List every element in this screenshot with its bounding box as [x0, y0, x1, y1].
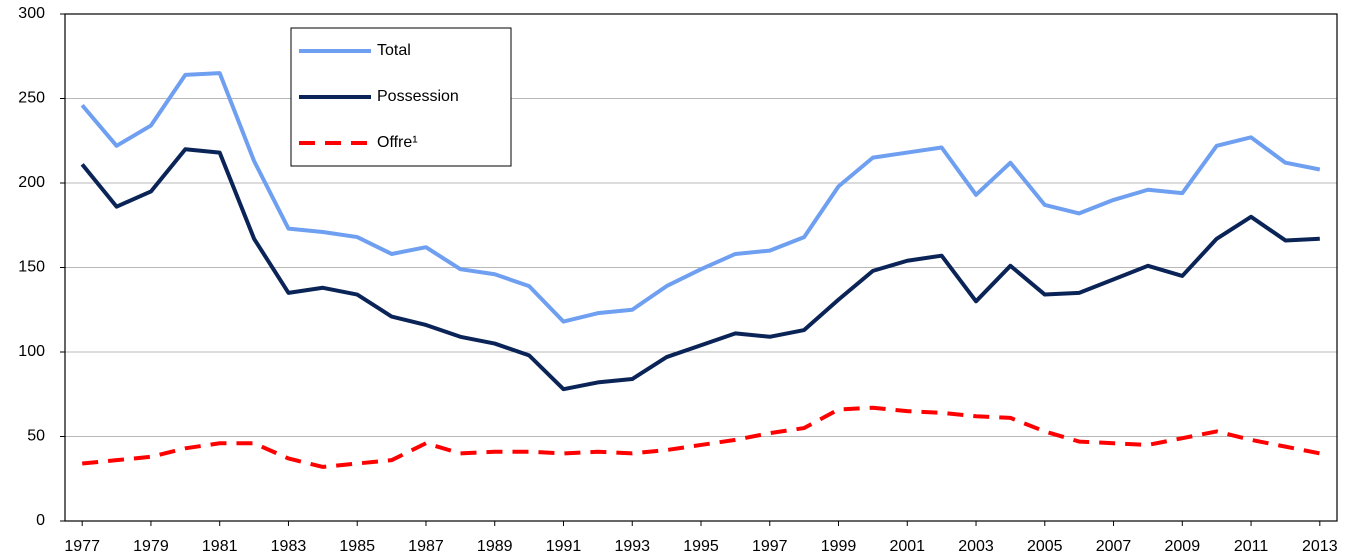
series-line: [80, 147, 1320, 392]
x-tick-label: 2001: [889, 538, 925, 555]
x-tick-label: 1997: [752, 538, 788, 555]
x-tick-label: 2007: [1096, 538, 1132, 555]
y-tick-label: 200: [18, 174, 45, 191]
x-tick-label: 2013: [1302, 538, 1338, 555]
x-tick-label: 1999: [821, 538, 857, 555]
plot-frame: [64, 13, 1338, 522]
x-tick-label: 2005: [1027, 538, 1063, 555]
series-line: [80, 71, 1321, 324]
x-tick-label: 1981: [202, 538, 238, 555]
y-tick-label: 50: [27, 428, 45, 445]
legend-label: Possession: [377, 88, 459, 105]
x-tick-label: 1995: [683, 538, 719, 555]
y-tick-label: 150: [18, 259, 45, 276]
x-tick-label: 1977: [64, 538, 100, 555]
x-tick-label: 1983: [271, 538, 307, 555]
x-tick-label: 1985: [339, 538, 375, 555]
x-tick-label: 2003: [958, 538, 994, 555]
x-tick-label: 1987: [408, 538, 444, 555]
y-tick-label: 300: [18, 5, 45, 22]
x-tick-label: 1989: [477, 538, 513, 555]
y-tick-label: 100: [18, 343, 45, 360]
x-tick-label: 1979: [133, 538, 169, 555]
legend-label: Total: [377, 42, 411, 59]
series-line: [81, 405, 1321, 469]
x-tick-label: 1993: [614, 538, 650, 555]
x-tick-label: 1991: [546, 538, 582, 555]
legend-label: Offre¹: [377, 134, 418, 151]
y-tick-label: 0: [36, 512, 45, 529]
y-tick-label: 250: [18, 90, 45, 107]
x-tick-label: 2011: [1234, 538, 1269, 555]
x-tick-label: 2009: [1165, 538, 1201, 555]
